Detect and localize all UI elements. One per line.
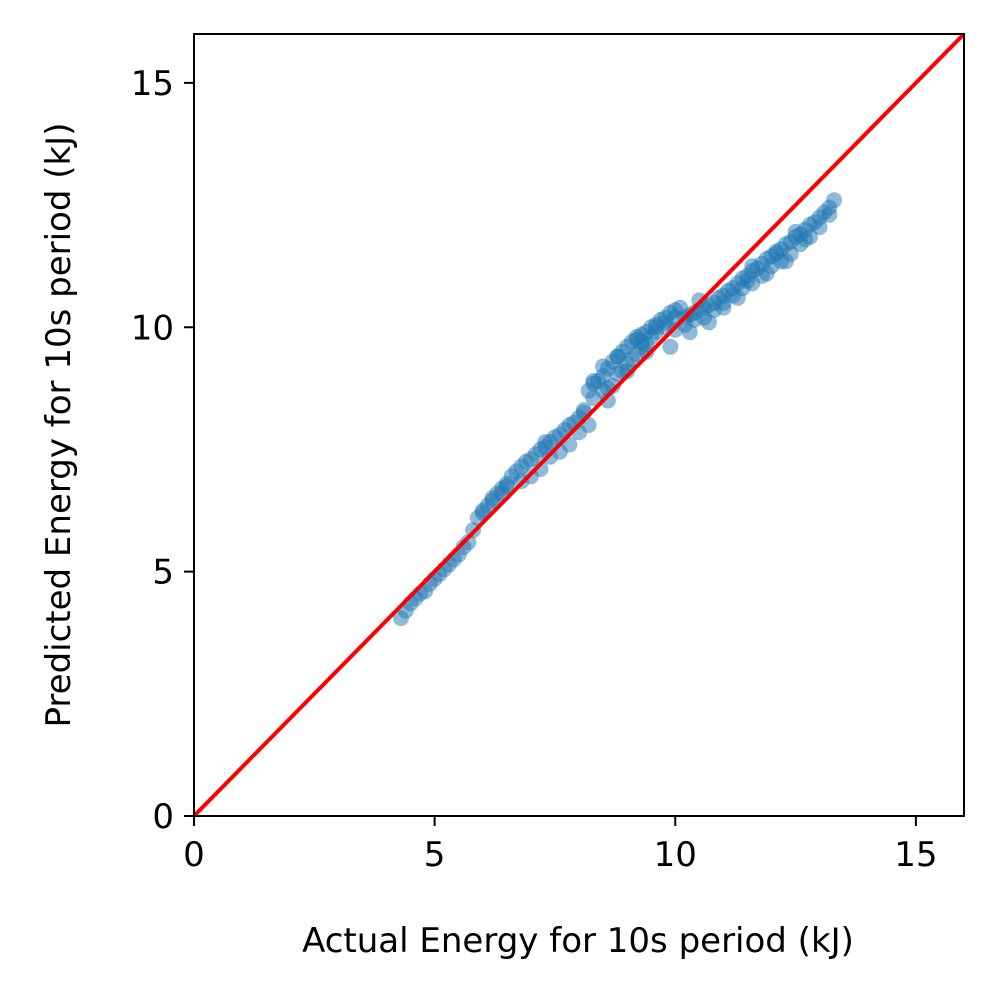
data-point: [715, 299, 732, 316]
reference-line: [192, 32, 966, 818]
data-point: [599, 392, 616, 409]
y-tick-label: 15: [131, 64, 174, 104]
data-point: [700, 314, 717, 331]
data-point: [537, 434, 554, 451]
data-point: [729, 289, 746, 306]
x-tick-label: 15: [894, 835, 937, 875]
plot-area-frame: [193, 33, 965, 817]
data-point: [744, 258, 761, 275]
data-point: [609, 348, 626, 365]
data-point: [768, 245, 785, 262]
data-point: [619, 363, 636, 380]
y-axis-label: Predicted Energy for 10s period (kJ): [39, 123, 79, 728]
data-point: [821, 206, 838, 223]
data-point: [758, 265, 775, 282]
y-tick-label: 0: [152, 797, 174, 837]
data-point: [787, 223, 804, 240]
data-point: [681, 324, 698, 341]
data-point: [662, 338, 679, 355]
x-tick-label: 0: [183, 835, 205, 875]
y-tick-label: 5: [152, 553, 174, 593]
data-point: [498, 478, 515, 495]
x-tick-label: 10: [654, 835, 697, 875]
data-point: [633, 333, 650, 350]
data-point: [604, 377, 621, 394]
x-tick-label: 5: [424, 835, 446, 875]
x-axis-label: Actual Energy for 10s period (kJ): [302, 921, 854, 961]
data-point: [739, 272, 756, 289]
data-point: [460, 534, 477, 551]
y-axis-ticks: 0 5 10 15: [131, 64, 194, 837]
y-tick-label: 10: [131, 308, 174, 348]
data-point: [532, 461, 549, 477]
data-point: [595, 358, 612, 375]
data-point: [585, 373, 602, 389]
x-axis-ticks: 0 5 10 15: [183, 816, 938, 875]
data-point: [811, 219, 828, 236]
data-point: [826, 192, 843, 209]
